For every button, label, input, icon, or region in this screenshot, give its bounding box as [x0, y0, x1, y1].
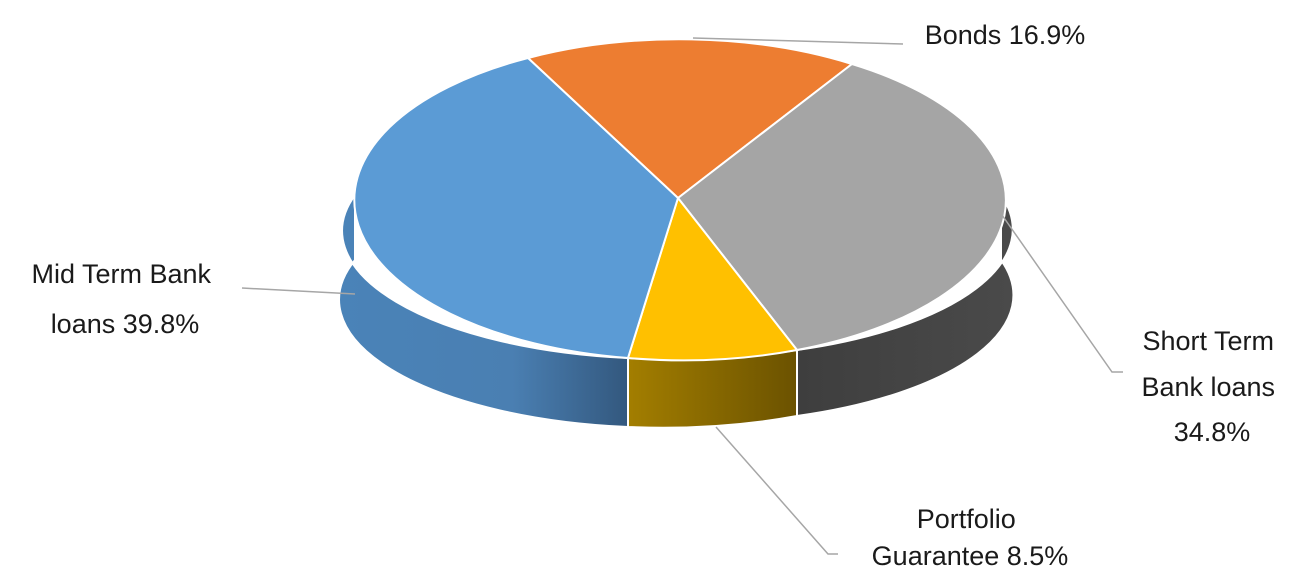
slice-label-portfolio-guarantee: Portfolio Guarantee 8.5% [872, 504, 1069, 571]
leader-line-mid-term-bank-loans [241, 287, 356, 295]
leader-line-portfolio-guarantee [715, 426, 838, 555]
slice-top-bonds [527, 38, 853, 199]
slice-top-mid-term-bank-loans [353, 57, 679, 359]
slice-top-short-term-bank-loans [677, 63, 1007, 351]
leader-line-bonds [692, 37, 904, 45]
slice-side-portfolio-guarantee [627, 348, 798, 429]
slice-label-bonds: Bonds 16.9% [925, 20, 1086, 50]
leader-line-short-term-bank-loans [1001, 214, 1123, 373]
slice-label-mid-term-bank-loans: Mid Term Bank loans 39.8% [31, 259, 218, 339]
slice-side-short-term-bank-loans [796, 191, 1015, 418]
slice-label-short-term-bank-loans: Short Term Bank loans 34.8% [1141, 326, 1282, 447]
slice-top-portfolio-guarantee [627, 197, 798, 362]
